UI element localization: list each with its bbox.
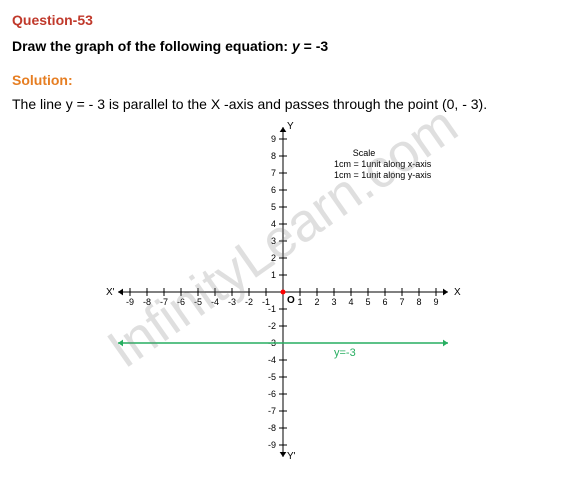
svg-text:Y: Y [287, 122, 294, 132]
graph-container: -9 -8 -7 -6 -5 -4 -3 -2 -1 1 2 3 4 5 6 7 8 9 -9 -8 -7 -6 -5 -4 -… [13, 122, 553, 462]
svg-text:9: 9 [433, 297, 438, 307]
svg-text:Scale: Scale [353, 148, 376, 158]
svg-text:5: 5 [365, 297, 370, 307]
svg-text:-3: -3 [228, 297, 236, 307]
svg-text:2: 2 [314, 297, 319, 307]
svg-text:-9: -9 [268, 440, 276, 450]
svg-text:-6: -6 [268, 389, 276, 399]
svg-text:-5: -5 [194, 297, 202, 307]
svg-text:6: 6 [271, 185, 276, 195]
question-text: Draw the graph of the following equation… [12, 38, 554, 54]
svg-text:-5: -5 [268, 372, 276, 382]
svg-text:3: 3 [271, 236, 276, 246]
svg-text:8: 8 [271, 151, 276, 161]
svg-text:1cm = 1unit along x-axis: 1cm = 1unit along x-axis [334, 159, 432, 169]
svg-text:-8: -8 [268, 423, 276, 433]
svg-text:7: 7 [271, 168, 276, 178]
svg-text:-7: -7 [268, 406, 276, 416]
svg-text:-7: -7 [160, 297, 168, 307]
svg-text:-1: -1 [268, 304, 276, 314]
equation-val: = -3 [300, 38, 328, 54]
svg-text:O: O [287, 295, 295, 306]
svg-text:2: 2 [271, 253, 276, 263]
svg-text:-2: -2 [245, 297, 253, 307]
svg-text:5: 5 [271, 202, 276, 212]
svg-text:Y': Y' [287, 451, 296, 462]
svg-text:1: 1 [297, 297, 302, 307]
svg-text:-2: -2 [268, 321, 276, 331]
svg-text:9: 9 [271, 134, 276, 144]
svg-text:3: 3 [331, 297, 336, 307]
solution-text: The line y = - 3 is parallel to the X -a… [12, 96, 554, 112]
svg-text:-4: -4 [211, 297, 219, 307]
svg-text:X': X' [106, 287, 115, 298]
svg-text:-6: -6 [177, 297, 185, 307]
svg-text:4: 4 [348, 297, 353, 307]
svg-text:y=-3: y=-3 [334, 347, 356, 359]
svg-text:-4: -4 [268, 355, 276, 365]
svg-text:7: 7 [399, 297, 404, 307]
graph-svg: -9 -8 -7 -6 -5 -4 -3 -2 -1 1 2 3 4 5 6 7 8 9 -9 -8 -7 -6 -5 -4 -… [13, 122, 553, 462]
svg-text:1: 1 [271, 270, 276, 280]
svg-text:8: 8 [416, 297, 421, 307]
svg-text:X: X [454, 287, 461, 298]
question-prefix: Draw the graph of the following equation… [12, 38, 292, 54]
svg-text:-8: -8 [143, 297, 151, 307]
svg-text:4: 4 [271, 219, 276, 229]
svg-text:1cm = 1unit along y-axis: 1cm = 1unit along y-axis [334, 170, 432, 180]
svg-text:-9: -9 [126, 297, 134, 307]
question-label: Question-53 [12, 12, 554, 28]
solution-label: Solution: [12, 72, 554, 88]
equation-var: y [292, 38, 300, 54]
svg-text:6: 6 [382, 297, 387, 307]
